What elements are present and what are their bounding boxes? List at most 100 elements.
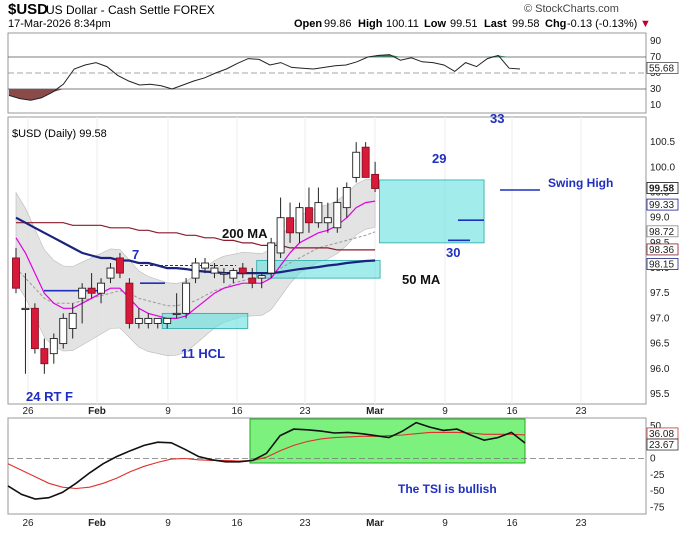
candle-body bbox=[286, 217, 294, 234]
rsi-last-value-label: 55.68 bbox=[649, 63, 674, 74]
price-value-box bbox=[646, 243, 679, 256]
open-value: 99.86 bbox=[324, 18, 352, 30]
tsi-bullish-box bbox=[249, 418, 526, 464]
price-y-tick-label: 98.5 bbox=[650, 238, 670, 249]
price-value-box bbox=[646, 198, 679, 211]
candle-body bbox=[40, 348, 49, 365]
candle bbox=[267, 237, 276, 279]
candle-body bbox=[153, 317, 162, 324]
candle-body bbox=[134, 317, 143, 324]
tsi-x-tick-label: 9 bbox=[165, 518, 171, 529]
ema-line bbox=[15, 200, 376, 319]
candle-body bbox=[267, 242, 276, 274]
last-label: Last bbox=[484, 18, 507, 30]
price-panel-title: $USD (Daily) 99.58 bbox=[12, 128, 107, 140]
candle bbox=[361, 142, 370, 178]
tsi-line bbox=[7, 421, 526, 500]
candle bbox=[333, 187, 342, 233]
chart-date: 17-Mar-2026 8:34pm bbox=[8, 18, 111, 30]
candle-body bbox=[106, 267, 115, 279]
candle-body bbox=[97, 282, 106, 294]
tsi-value-label: 23.67 bbox=[649, 440, 674, 451]
annotation-33: 33 bbox=[490, 111, 504, 126]
candle bbox=[276, 197, 285, 258]
candle-body bbox=[87, 287, 96, 294]
candle-body bbox=[115, 257, 124, 274]
candle bbox=[134, 308, 143, 329]
candle bbox=[12, 247, 20, 294]
candle bbox=[248, 268, 257, 289]
high-value: 100.11 bbox=[386, 18, 419, 30]
candle-body bbox=[305, 207, 313, 224]
candle-body bbox=[68, 312, 77, 329]
tsi-value-box bbox=[646, 438, 679, 451]
price-x-tick-label: Mar bbox=[366, 406, 384, 417]
candle bbox=[153, 317, 162, 329]
price-y-tick-label: 97.0 bbox=[650, 313, 670, 324]
tsi-y-tick-label: 50 bbox=[650, 421, 662, 432]
quote-bar: Open 99.86 High 100.11 Low 99.51 Last 99… bbox=[294, 18, 651, 30]
tsi-signal-line bbox=[7, 431, 526, 490]
tsi-x-tick-label: Mar bbox=[366, 518, 384, 529]
price-value-label: 98.36 bbox=[649, 245, 674, 256]
tsi-x-tick-label: 16 bbox=[231, 518, 243, 529]
price-layer: 95.596.096.597.097.598.098.599.099.5100.… bbox=[12, 117, 679, 417]
candle-body bbox=[238, 267, 247, 274]
price-x-tick-label: 16 bbox=[506, 406, 518, 417]
rsi-last-value-box bbox=[646, 62, 679, 74]
price-x-tick-label: 23 bbox=[299, 406, 311, 417]
candle bbox=[219, 268, 228, 284]
candle bbox=[371, 161, 380, 193]
price-value-label: 98.72 bbox=[649, 227, 674, 238]
annotation-11-hcl: 11 HCL bbox=[181, 346, 225, 361]
candle bbox=[295, 202, 304, 243]
candle bbox=[257, 273, 266, 289]
candle bbox=[21, 273, 30, 374]
candle-body bbox=[30, 307, 39, 350]
rsi-y-tick-label: 30 bbox=[650, 84, 662, 95]
candle bbox=[182, 278, 191, 319]
price-x-tick-label: 9 bbox=[165, 406, 171, 417]
candle-body bbox=[295, 207, 304, 234]
price-y-tick-label: 96.5 bbox=[650, 339, 670, 350]
candle-body bbox=[314, 202, 323, 224]
candle-body bbox=[323, 217, 332, 224]
price-x-tick-label: 16 bbox=[231, 406, 243, 417]
consolidation-box-low bbox=[161, 312, 249, 329]
annotation-50-ma: 50 MA bbox=[402, 272, 441, 287]
candle-body bbox=[257, 275, 266, 279]
rsi-layer: 103050709055.68 bbox=[8, 36, 679, 111]
candle-body bbox=[371, 173, 380, 189]
price-value-box bbox=[646, 225, 679, 238]
price-y-tick-label: 100.0 bbox=[650, 162, 675, 173]
tsi-value-label: 36.08 bbox=[649, 429, 674, 440]
price-y-tick-label: 96.0 bbox=[650, 364, 670, 375]
rsi-y-tick-label: 10 bbox=[650, 100, 662, 111]
candle-body bbox=[144, 317, 153, 324]
candle bbox=[30, 303, 39, 354]
price-x-tick-label: 9 bbox=[442, 406, 448, 417]
watermark: © StockCharts.com bbox=[524, 3, 619, 15]
candle-body bbox=[191, 262, 200, 279]
tsi-x-tick-label: 16 bbox=[506, 518, 518, 529]
candle bbox=[49, 333, 58, 364]
candle-body bbox=[248, 277, 257, 284]
chg-label: Chg bbox=[545, 18, 566, 30]
price-x-tick-label: 23 bbox=[575, 406, 587, 417]
consolidation-box-mid bbox=[256, 260, 381, 279]
candle-body bbox=[59, 317, 68, 345]
annotation-7: 7 bbox=[132, 247, 139, 262]
candle bbox=[40, 338, 49, 374]
bollinger-band bbox=[15, 178, 376, 357]
candle bbox=[97, 278, 106, 304]
annotation-29: 29 bbox=[432, 151, 446, 166]
candle bbox=[210, 263, 219, 279]
candle-body bbox=[12, 257, 20, 289]
price-x-tick-label: 26 bbox=[22, 406, 34, 417]
tsi-layer: 50250-25-50-7536.0823.6726Feb91623Mar916… bbox=[7, 418, 679, 529]
candle bbox=[229, 268, 238, 284]
candle bbox=[144, 313, 153, 329]
price-value-box bbox=[646, 182, 679, 194]
